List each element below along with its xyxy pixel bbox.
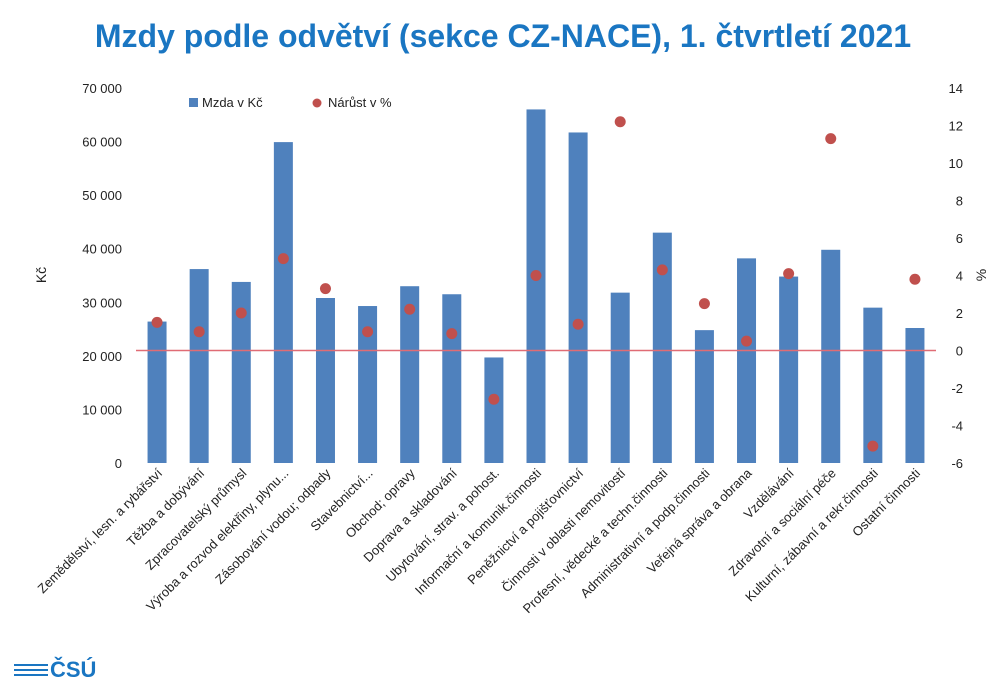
left-tick-label: 20 000: [82, 349, 122, 364]
bar-7: [442, 294, 462, 463]
point-12: [656, 264, 668, 276]
left-tick-label: 10 000: [82, 402, 122, 417]
bar-group: [147, 109, 925, 463]
right-tick-label: 4: [956, 269, 963, 284]
right-tick-label: -6: [951, 456, 963, 471]
right-tick-label: 14: [949, 81, 963, 96]
category-label-1: Těžba a dobývání: [124, 465, 208, 549]
point-1: [193, 326, 205, 338]
left-tick-label: 0: [115, 456, 122, 471]
bar-14: [737, 258, 757, 463]
bar-8: [484, 357, 504, 463]
bar-15: [779, 276, 799, 463]
left-tick-label: 40 000: [82, 242, 122, 257]
point-10: [572, 318, 584, 330]
point-15: [783, 268, 795, 280]
point-18: [909, 273, 921, 285]
logo-lines-icon: [14, 664, 48, 676]
legend-dot-swatch: [312, 98, 322, 108]
right-axis-ticks: -6 -4 -2 0 2 4 6 8 10 12 14: [949, 81, 963, 471]
right-tick-label: 2: [956, 306, 963, 321]
right-tick-label: 6: [956, 231, 963, 246]
right-axis-title: %: [973, 269, 989, 281]
point-8: [488, 393, 500, 405]
point-7: [446, 328, 458, 340]
point-9: [530, 270, 542, 281]
point-2: [235, 307, 247, 319]
point-6: [404, 303, 416, 315]
bar-17: [863, 307, 883, 463]
legend: Mzda v Kč Nárůst v %: [189, 95, 392, 110]
right-tick-label: 10: [949, 156, 963, 171]
bar-18: [905, 328, 925, 463]
left-tick-label: 30 000: [82, 295, 122, 310]
bar-2: [231, 281, 251, 463]
bar-10: [568, 132, 588, 463]
csu-logo: ČSÚ: [14, 657, 96, 683]
bar-3: [273, 142, 293, 463]
left-axis-title: Kč: [33, 267, 49, 283]
bar-4: [315, 298, 335, 463]
page-title: Mzdy podle odvětví (sekce CZ-NACE), 1. č…: [94, 18, 912, 54]
bar-1: [189, 269, 209, 463]
point-3: [277, 253, 289, 265]
right-tick-label: 12: [949, 119, 963, 134]
point-4: [319, 283, 331, 295]
point-0: [151, 316, 163, 328]
bar-13: [694, 330, 714, 463]
bar-5: [358, 306, 378, 463]
legend-bar-label: Mzda v Kč: [202, 95, 263, 110]
point-13: [698, 298, 710, 310]
point-11: [614, 116, 626, 128]
left-tick-label: 70 000: [82, 81, 122, 96]
right-tick-label: 8: [956, 194, 963, 209]
point-14: [741, 335, 753, 347]
logo-text: ČSÚ: [50, 657, 97, 682]
point-16: [825, 133, 837, 145]
right-tick-label: -2: [951, 381, 963, 396]
bar-6: [400, 286, 420, 463]
bar-12: [652, 232, 672, 463]
bar-0: [147, 321, 167, 463]
bar-11: [610, 292, 630, 463]
left-axis-ticks: 0 10 000 20 000 30 000 40 000 50 000 60 000 70 …: [82, 81, 122, 471]
bar-16: [821, 249, 841, 463]
left-tick-label: 50 000: [82, 188, 122, 203]
legend-bar-swatch: [189, 98, 198, 107]
point-group: [151, 116, 921, 452]
point-5: [362, 326, 374, 338]
bar-9: [526, 109, 546, 463]
point-17: [867, 440, 879, 452]
legend-dot-label: Nárůst v %: [328, 95, 392, 110]
right-tick-label: 0: [956, 344, 963, 359]
right-tick-label: -4: [951, 419, 963, 434]
left-tick-label: 60 000: [82, 135, 122, 150]
